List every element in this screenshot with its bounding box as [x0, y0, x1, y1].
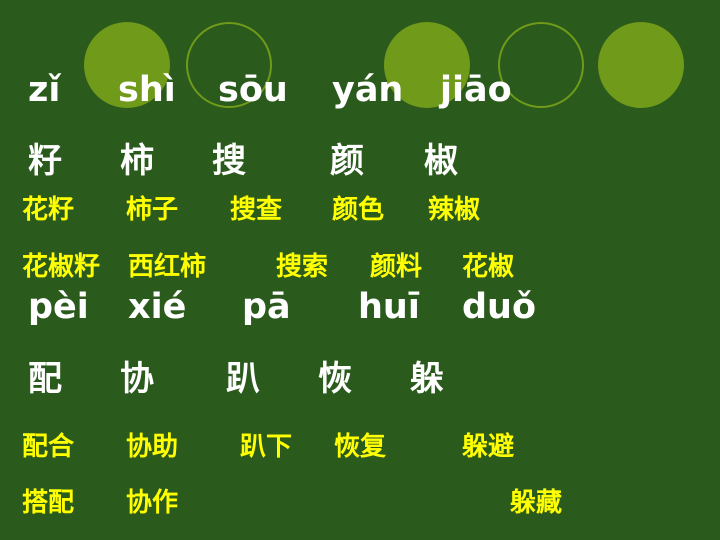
pinyin-xie: xié: [128, 287, 187, 327]
decor-circle-1: [84, 22, 170, 108]
word-xiezuo: 协作: [126, 488, 179, 518]
char-yan: 颜: [330, 141, 364, 181]
word-lajiao: 辣椒: [428, 195, 481, 225]
pinyin-pa: pā: [242, 287, 291, 327]
char-duo: 躲: [410, 359, 444, 399]
decor-circle-3: [598, 22, 684, 108]
word-huazi: 花籽: [22, 195, 75, 225]
word-dapei: 搭配: [22, 488, 75, 518]
word-huifu: 恢复: [334, 432, 387, 462]
pinyin-shi: shì: [118, 70, 176, 110]
word-paxia: 趴下: [240, 432, 293, 462]
word-duobi: 躲避: [462, 432, 515, 462]
char-hui: 恢: [318, 359, 352, 399]
word-yanliao: 颜料: [370, 252, 423, 282]
word-xiezhu: 协助: [126, 432, 179, 462]
char-sou: 搜: [212, 141, 246, 181]
word-peihe: 配合: [22, 432, 75, 462]
word-xihongshi: 西红柿: [128, 252, 207, 282]
decor-ring-2: [498, 22, 584, 108]
word-huajiaozi: 花椒籽: [22, 252, 101, 282]
pinyin-yan: yán: [332, 70, 404, 110]
pinyin-jiao: jiāo: [440, 70, 512, 110]
char-pei: 配: [28, 359, 62, 399]
char-pa: 趴: [226, 359, 260, 399]
word-huajiao: 花椒: [462, 252, 515, 282]
word-yanse: 颜色: [332, 195, 385, 225]
decor-ring-1: [186, 22, 272, 108]
pinyin-pei: pèi: [28, 287, 89, 327]
char-jiao: 椒: [424, 141, 458, 181]
word-duocang: 躲藏: [510, 488, 563, 518]
pinyin-sou: sōu: [218, 70, 288, 110]
word-soucha: 搜查: [230, 195, 283, 225]
pinyin-zi: zǐ: [28, 70, 61, 110]
word-sousuo: 搜索: [276, 252, 329, 282]
char-shi: 柿: [120, 141, 154, 181]
char-xie: 协: [120, 359, 154, 399]
word-shizi: 柿子: [126, 195, 179, 225]
pinyin-duo: duǒ: [462, 287, 537, 327]
char-zi: 籽: [28, 141, 62, 181]
decor-circle-2: [384, 22, 470, 108]
pinyin-hui: huī: [358, 287, 420, 327]
